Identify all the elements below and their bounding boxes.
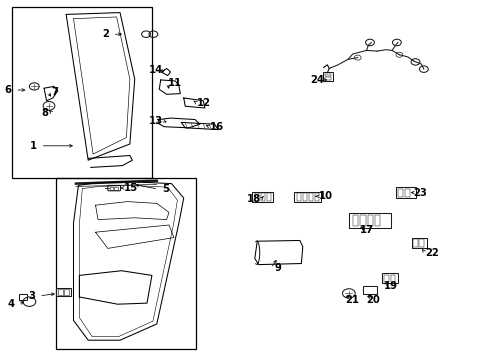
Text: 21: 21 <box>345 294 359 305</box>
Bar <box>110 187 113 189</box>
Text: 24: 24 <box>311 75 324 85</box>
Text: 14: 14 <box>148 65 163 75</box>
Bar <box>315 193 319 201</box>
Bar <box>261 193 265 201</box>
Bar <box>384 275 389 282</box>
Bar <box>303 193 307 201</box>
Text: 16: 16 <box>210 122 223 132</box>
Bar <box>413 239 418 247</box>
Bar <box>294 192 321 202</box>
Text: 9: 9 <box>275 263 282 273</box>
Bar <box>56 178 196 349</box>
Bar <box>56 288 71 296</box>
Bar <box>267 193 271 201</box>
Bar <box>353 215 358 226</box>
Bar <box>297 193 301 201</box>
Bar <box>375 215 380 226</box>
Text: 8: 8 <box>42 108 49 118</box>
Text: 15: 15 <box>124 183 138 193</box>
Text: 20: 20 <box>367 294 380 305</box>
Text: 2: 2 <box>102 29 109 39</box>
Bar <box>398 189 403 197</box>
Text: 4: 4 <box>7 299 14 309</box>
Text: 11: 11 <box>168 78 183 88</box>
Bar <box>396 187 416 198</box>
Text: 5: 5 <box>162 184 169 194</box>
Text: 6: 6 <box>4 85 11 95</box>
Bar <box>363 286 377 294</box>
Bar <box>64 289 69 295</box>
Text: 23: 23 <box>414 188 427 198</box>
Bar <box>19 294 27 300</box>
Text: 12: 12 <box>196 98 210 108</box>
Bar <box>391 275 395 282</box>
Text: 18: 18 <box>247 194 261 204</box>
Text: 17: 17 <box>360 225 373 235</box>
Bar <box>323 72 333 81</box>
Bar <box>412 238 427 248</box>
Bar <box>252 192 273 202</box>
Bar <box>360 215 366 226</box>
Bar <box>349 213 391 228</box>
Bar <box>12 7 152 178</box>
Bar <box>114 187 118 189</box>
Bar <box>309 193 313 201</box>
Text: 3: 3 <box>28 291 35 301</box>
Bar <box>368 215 373 226</box>
Bar <box>419 239 424 247</box>
Text: 1: 1 <box>30 141 37 151</box>
Bar <box>325 74 331 76</box>
Bar <box>58 289 63 295</box>
Bar <box>405 189 410 197</box>
Text: 7: 7 <box>51 87 58 97</box>
Text: 13: 13 <box>149 116 163 126</box>
Text: 10: 10 <box>319 191 333 201</box>
Text: 19: 19 <box>384 281 398 291</box>
Bar <box>255 193 259 201</box>
Text: 22: 22 <box>425 248 439 258</box>
Bar <box>325 77 331 80</box>
Bar <box>382 273 398 283</box>
